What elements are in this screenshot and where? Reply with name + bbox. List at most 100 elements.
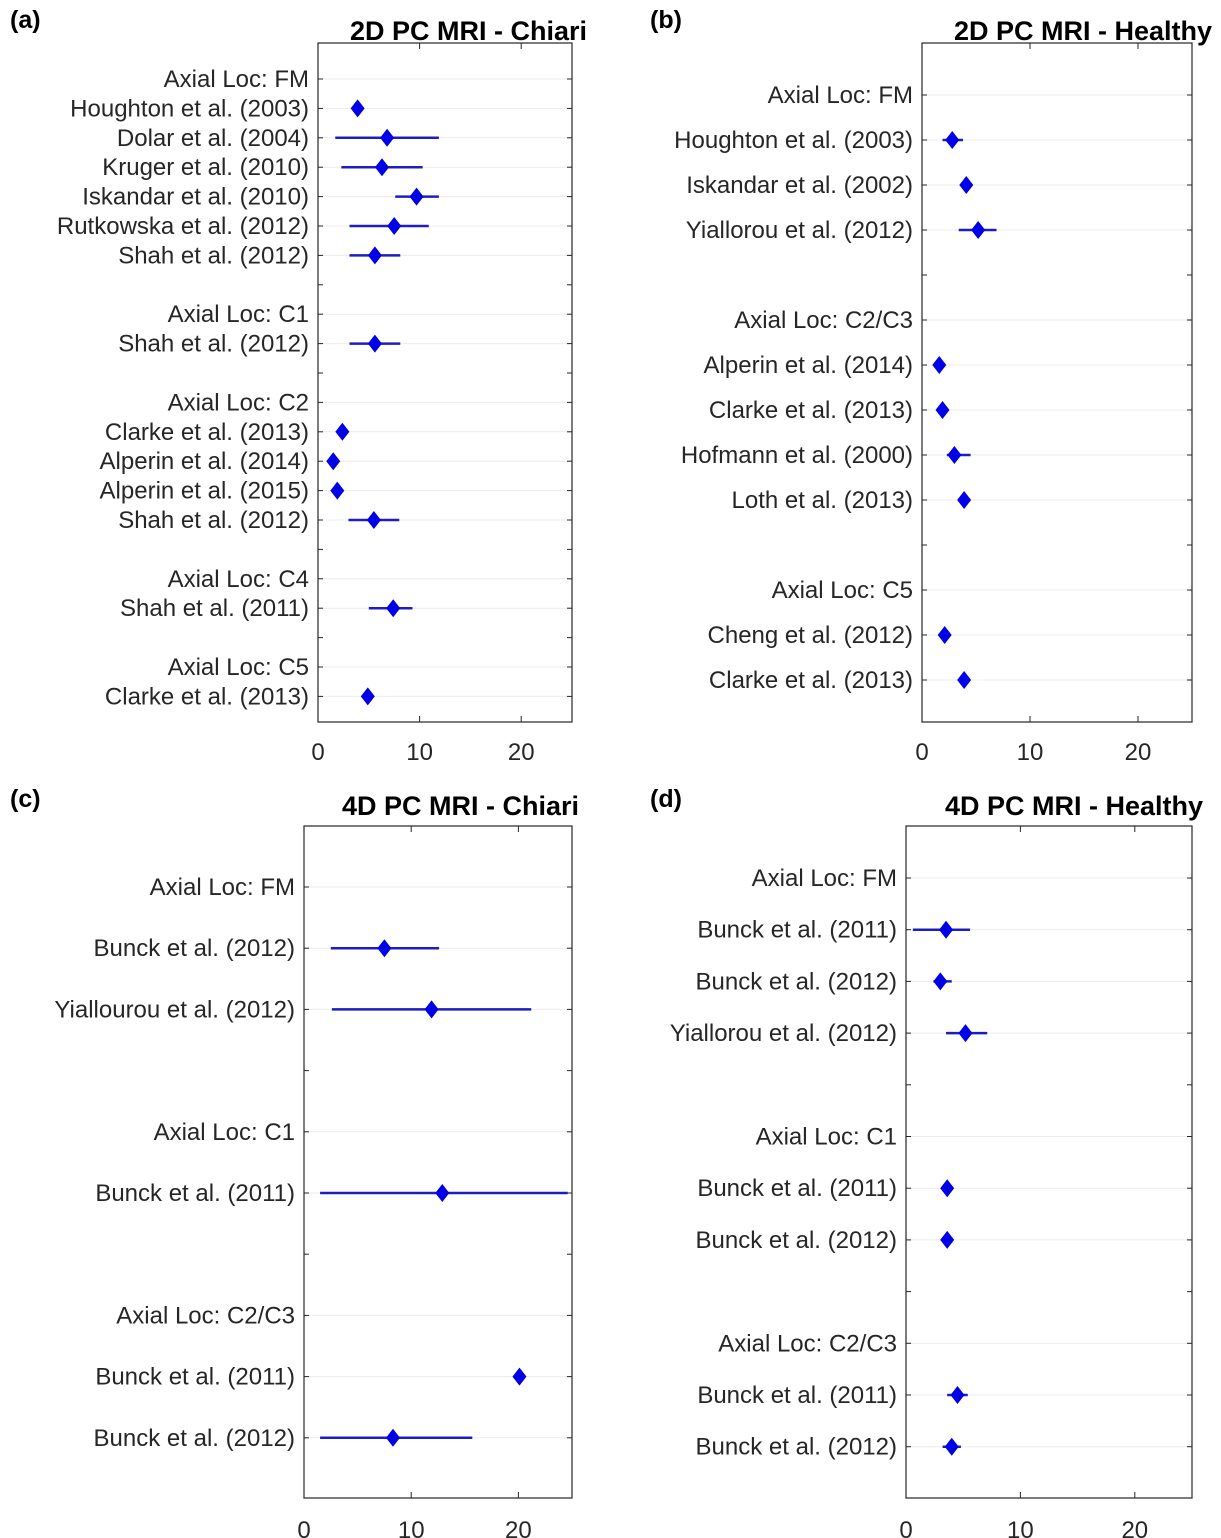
- estimate-marker: [435, 1184, 450, 1202]
- group-header: Axial Loc: C5: [772, 577, 913, 604]
- study-label: Loth et al. (2013): [732, 487, 913, 514]
- study-label: Shah et al. (2012): [118, 507, 309, 534]
- study-label: Bunck et al. (2011): [697, 1382, 897, 1409]
- group-header: Axial Loc: C1: [168, 301, 309, 328]
- x-tick-label: 0: [311, 739, 324, 766]
- estimate-marker: [377, 939, 392, 958]
- estimate-marker: [386, 599, 401, 618]
- study-label: Yiallourou et al. (2012): [54, 996, 295, 1023]
- axes-frame: [905, 825, 1193, 1499]
- panel-a: (a) 2D PC MRI - Chiari 0 10 20 Axial Loc: FMH…: [10, 6, 587, 766]
- estimate-marker: [939, 920, 954, 939]
- estimate-marker: [360, 687, 375, 706]
- estimate-marker: [932, 356, 947, 374]
- x-tick-label: 10: [1007, 1517, 1034, 1538]
- estimate-marker: [957, 671, 972, 689]
- x-tick-label: 10: [1017, 739, 1044, 766]
- x-tick-label: 20: [505, 1517, 532, 1538]
- study-label: Bunck et al. (2012): [696, 968, 897, 995]
- estimate-marker: [940, 1230, 955, 1249]
- group-header: Axial Loc: FM: [768, 82, 913, 109]
- panel-label: (b): [650, 6, 682, 34]
- group-header: Axial Loc: FM: [164, 66, 309, 93]
- chart-title: 4D PC MRI - Healthy: [945, 791, 1203, 821]
- estimate-marker: [947, 446, 962, 464]
- panel-d: (d) 4D PC MRI - Healthy 0 10 20 Axial Loc: FM…: [650, 785, 1203, 1538]
- estimate-marker: [933, 972, 948, 991]
- estimate-marker: [335, 422, 350, 441]
- study-label: Clarke et al. (2013): [709, 667, 913, 694]
- chart-title: 2D PC MRI - Chiari: [350, 16, 587, 46]
- estimate-marker: [380, 128, 395, 147]
- panel-label: (c): [10, 785, 41, 813]
- study-label: Alperin et al. (2014): [100, 448, 309, 475]
- estimate-marker: [375, 158, 390, 177]
- estimate-marker: [330, 481, 345, 500]
- estimate-marker: [971, 221, 986, 239]
- panel-label: (d): [650, 785, 682, 813]
- x-tick-label: 20: [1121, 1517, 1148, 1538]
- study-label: Iskandar et al. (2010): [82, 184, 309, 211]
- study-label: Shah et al. (2011): [120, 595, 309, 622]
- chart-title: 4D PC MRI - Chiari: [342, 791, 579, 821]
- study-label: Bunck et al. (2011): [95, 1364, 295, 1391]
- x-tick-label: 10: [406, 739, 433, 766]
- estimate-marker: [326, 452, 341, 471]
- study-label: Alperin et al. (2014): [704, 352, 913, 379]
- study-label: Yiallorou et al. (2012): [686, 217, 913, 244]
- x-tick-label: 10: [398, 1517, 425, 1538]
- estimate-marker: [350, 99, 365, 118]
- estimate-marker: [387, 217, 402, 235]
- x-tick-label: 20: [508, 739, 535, 766]
- study-label: Cheng et al. (2012): [708, 622, 913, 649]
- estimate-marker: [367, 246, 382, 265]
- group-header: Axial Loc: C2: [168, 389, 309, 416]
- estimate-marker: [940, 1179, 955, 1198]
- study-label: Bunck et al. (2011): [95, 1180, 295, 1207]
- estimate-marker: [958, 1024, 973, 1043]
- group-header: Axial Loc: C4: [168, 566, 309, 593]
- axes-frame: [921, 42, 1193, 723]
- estimate-marker: [424, 1000, 439, 1019]
- group-header: Axial Loc: C5: [168, 654, 309, 681]
- estimate-marker: [385, 1428, 400, 1447]
- study-label: Kruger et al. (2010): [102, 154, 309, 181]
- study-label: Alperin et al. (2015): [100, 478, 309, 505]
- study-label: Bunck et al. (2012): [696, 1227, 897, 1254]
- study-label: Bunck et al. (2011): [697, 917, 897, 944]
- group-header: Axial Loc: C2/C3: [116, 1302, 295, 1329]
- study-label: Houghton et al. (2003): [70, 95, 309, 122]
- study-label: Rutkowska et al. (2012): [57, 213, 309, 240]
- estimate-marker: [512, 1367, 527, 1386]
- estimate-marker: [409, 187, 424, 206]
- chart-title: 2D PC MRI - Healthy: [954, 16, 1212, 46]
- panel-c: (c) 4D PC MRI - Chiari 0 10 20 Axial Loc: FM B…: [10, 785, 579, 1538]
- study-label: Clarke et al. (2013): [105, 419, 309, 446]
- estimate-marker: [945, 131, 960, 149]
- group-header: Axial Loc: C2/C3: [734, 307, 913, 334]
- group-header: Axial Loc: FM: [150, 874, 295, 901]
- group-header: Axial Loc: FM: [752, 865, 897, 892]
- study-label: Bunck et al. (2012): [94, 1425, 295, 1452]
- study-label: Hofmann et al. (2000): [681, 442, 913, 469]
- study-label: Bunck et al. (2012): [94, 935, 295, 962]
- study-label: Yiallorou et al. (2012): [670, 1020, 897, 1047]
- study-label: Iskandar et al. (2002): [686, 172, 913, 199]
- estimate-marker: [950, 1386, 965, 1404]
- axes-frame: [303, 825, 573, 1499]
- estimate-marker: [959, 176, 974, 194]
- x-tick-label: 0: [297, 1517, 310, 1538]
- x-tick-label: 0: [915, 739, 928, 766]
- x-tick-label: 0: [899, 1517, 912, 1538]
- estimate-marker: [935, 401, 950, 419]
- group-header: Axial Loc: C1: [154, 1119, 295, 1146]
- estimate-marker: [957, 491, 972, 509]
- study-label: Bunck et al. (2012): [696, 1434, 897, 1461]
- axes-frame: [317, 42, 573, 723]
- study-label: Clarke et al. (2013): [709, 397, 913, 424]
- study-label: Shah et al. (2012): [118, 331, 309, 358]
- study-label: Houghton et al. (2003): [674, 127, 913, 154]
- estimate-marker: [937, 626, 952, 644]
- estimate-marker: [944, 1437, 959, 1456]
